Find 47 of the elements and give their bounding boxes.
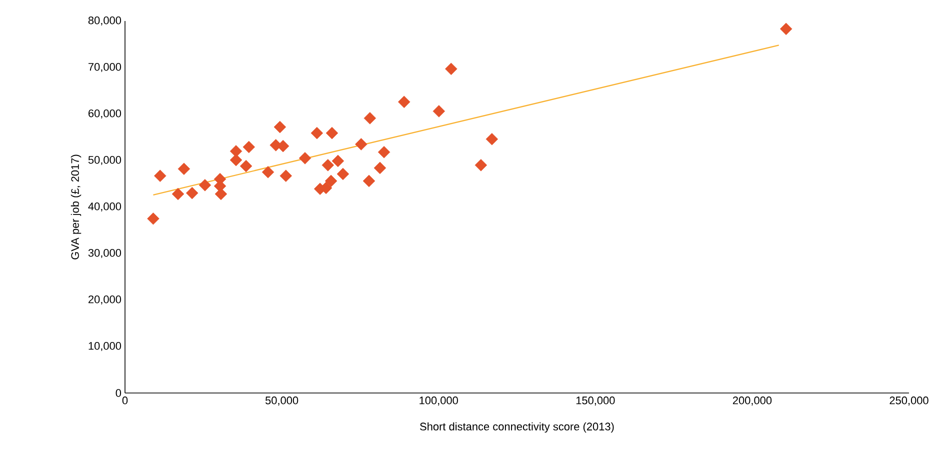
point [364,112,376,124]
point [432,105,446,118]
y-tick-label: 10,000 [88,342,122,352]
point [378,146,390,158]
point [198,179,212,192]
point [262,166,274,178]
y-tick-label: 20,000 [88,295,122,305]
point [398,96,410,108]
y-tick-label: 60,000 [88,109,122,119]
point [280,170,292,182]
point [332,154,344,168]
point [310,126,324,140]
point [374,162,386,174]
x-tick-label: 200,000 [732,396,772,406]
y-axis-title: GVA per job (£, 2017) [70,154,82,260]
point [178,162,190,175]
point [240,160,252,172]
y-tick-label: 30,000 [88,248,122,258]
x-tick-label: 150,000 [576,396,615,406]
point [336,168,350,180]
x-tick-label: 50,000 [265,396,298,406]
y-tick-label: 40,000 [88,202,122,212]
point [230,145,242,158]
point [324,174,338,188]
point [445,62,458,76]
point [147,212,160,225]
x-tick-label: 250,000 [890,396,928,406]
point [274,120,286,134]
point [154,170,166,182]
point [298,152,312,164]
point [486,132,498,146]
x-axis-title: Short distance connectivity score (2013) [420,422,614,433]
point [362,174,376,188]
y-tick-label: 70,000 [88,62,122,72]
point [242,140,255,154]
y-tick-label: 50,000 [88,156,122,166]
point [474,159,488,172]
point [322,159,334,172]
point [780,22,792,36]
point [172,188,184,200]
point [186,186,198,200]
x-tick-label: 100,000 [420,396,458,406]
x-tick-label: 0 [122,396,128,404]
point [355,138,368,150]
point [326,126,338,140]
y-tick-label: 80,000 [88,16,122,26]
y-tick-label: 0 [116,389,122,397]
